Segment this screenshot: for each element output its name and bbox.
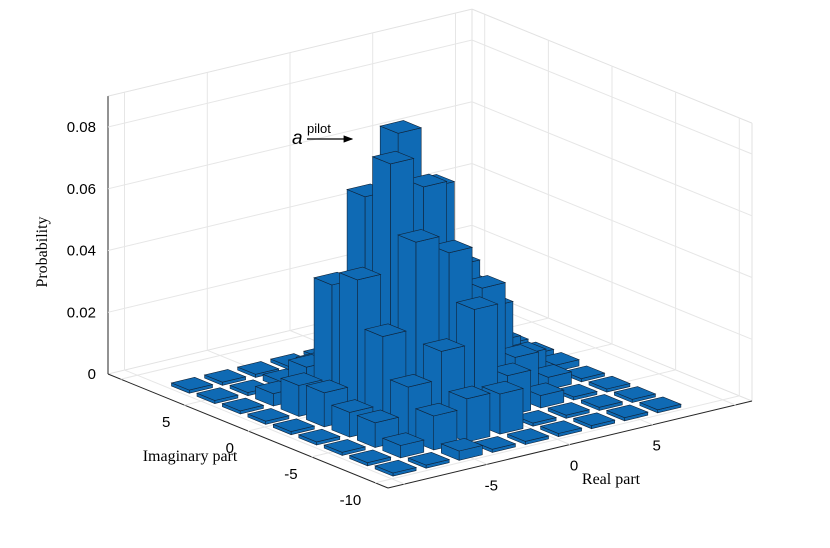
bar-top-face xyxy=(305,379,349,394)
bar-top-face xyxy=(547,402,591,416)
z-tick-label: 0.04 xyxy=(67,243,96,260)
bar-top-face xyxy=(371,150,415,165)
bar-top-face xyxy=(203,369,247,383)
bar xyxy=(221,397,265,415)
bar xyxy=(613,386,657,403)
bar-top-face xyxy=(580,394,624,408)
z-axis-label: Probability xyxy=(34,216,51,287)
bar-top-face xyxy=(506,428,550,442)
bar xyxy=(196,387,239,405)
bar-top-face xyxy=(572,412,616,426)
bar xyxy=(203,369,247,386)
bar-top-face xyxy=(613,386,657,400)
bar xyxy=(440,437,484,461)
bar-top-face xyxy=(364,323,407,337)
grid-line xyxy=(107,39,753,155)
bar-top-face xyxy=(170,376,214,391)
bar-top-face xyxy=(414,402,458,417)
bar-top-face xyxy=(374,459,418,474)
bar xyxy=(638,396,682,414)
annotation-symbol: a xyxy=(292,128,303,149)
bar-top-face xyxy=(221,397,265,412)
x-axis-label: Real part xyxy=(582,471,641,488)
bar xyxy=(272,418,316,436)
bar xyxy=(297,428,341,446)
bar xyxy=(381,432,425,459)
bar-top-face xyxy=(246,408,290,422)
bar-top-face xyxy=(379,120,423,134)
y-axis-label: Imaginary part xyxy=(143,448,238,465)
bar xyxy=(506,428,550,445)
bar-top-face xyxy=(348,449,392,464)
bar-top-face xyxy=(272,418,316,432)
bar-top-face xyxy=(440,437,484,452)
grid-lines xyxy=(107,13,753,485)
y-tick-label: -5 xyxy=(284,466,297,483)
bar-top-face xyxy=(236,361,280,375)
y-tick-label: -10 xyxy=(340,492,362,509)
bar-top-face xyxy=(605,404,649,419)
bar-top-face xyxy=(330,399,374,413)
bar-top-face xyxy=(196,387,239,401)
bar xyxy=(170,376,214,394)
bar xyxy=(605,404,649,422)
bar-top-face xyxy=(397,229,440,243)
y-tick-label: 5 xyxy=(162,414,170,431)
x-tick-label: 0 xyxy=(570,458,578,475)
bar-top-face xyxy=(280,372,323,386)
bar xyxy=(572,412,616,430)
pilot-annotation: a pilot xyxy=(292,121,354,149)
y-tick-label: 0 xyxy=(226,440,234,457)
bar-top-face xyxy=(455,296,499,310)
z-tick-label: 0 xyxy=(88,366,96,383)
bar xyxy=(246,408,290,425)
bar-top-face xyxy=(389,373,433,388)
grid-line xyxy=(107,162,753,278)
bar-top-face xyxy=(588,375,631,390)
tick-labels: 0 0.02 0.04 0.06 0.08 5 0 -5 -10 -5 0 5 xyxy=(67,119,661,509)
annotation-superscript: pilot xyxy=(307,121,331,136)
bar xyxy=(407,451,451,469)
grid-line xyxy=(107,101,753,217)
bar-top-face xyxy=(422,338,466,352)
bar-front-face xyxy=(499,388,524,435)
bar xyxy=(547,402,591,419)
bars-group xyxy=(170,120,682,477)
bar xyxy=(539,420,583,438)
bar xyxy=(588,375,631,393)
bar xyxy=(580,394,624,411)
grid-line xyxy=(107,224,753,340)
bar-top-face xyxy=(338,266,382,281)
bar-top-face xyxy=(638,396,682,411)
bar-top-face xyxy=(323,439,367,453)
bar-top-face xyxy=(407,451,451,466)
bar xyxy=(374,459,418,477)
bar-top-face xyxy=(481,380,524,395)
z-tick-label: 0.02 xyxy=(67,304,96,321)
bar-top-face xyxy=(448,385,491,400)
bar-top-face xyxy=(356,409,400,424)
bar-top-face xyxy=(381,432,425,446)
bar xyxy=(348,449,392,467)
z-tick-label: 0.08 xyxy=(67,119,96,136)
z-tick-label: 0.06 xyxy=(67,181,96,198)
bar xyxy=(323,439,367,456)
x-tick-label: 5 xyxy=(653,438,661,455)
x-tick-label: -5 xyxy=(485,477,498,494)
bar-top-face xyxy=(539,420,583,434)
bar-front-face xyxy=(466,392,491,443)
bar-top-face xyxy=(297,428,341,443)
